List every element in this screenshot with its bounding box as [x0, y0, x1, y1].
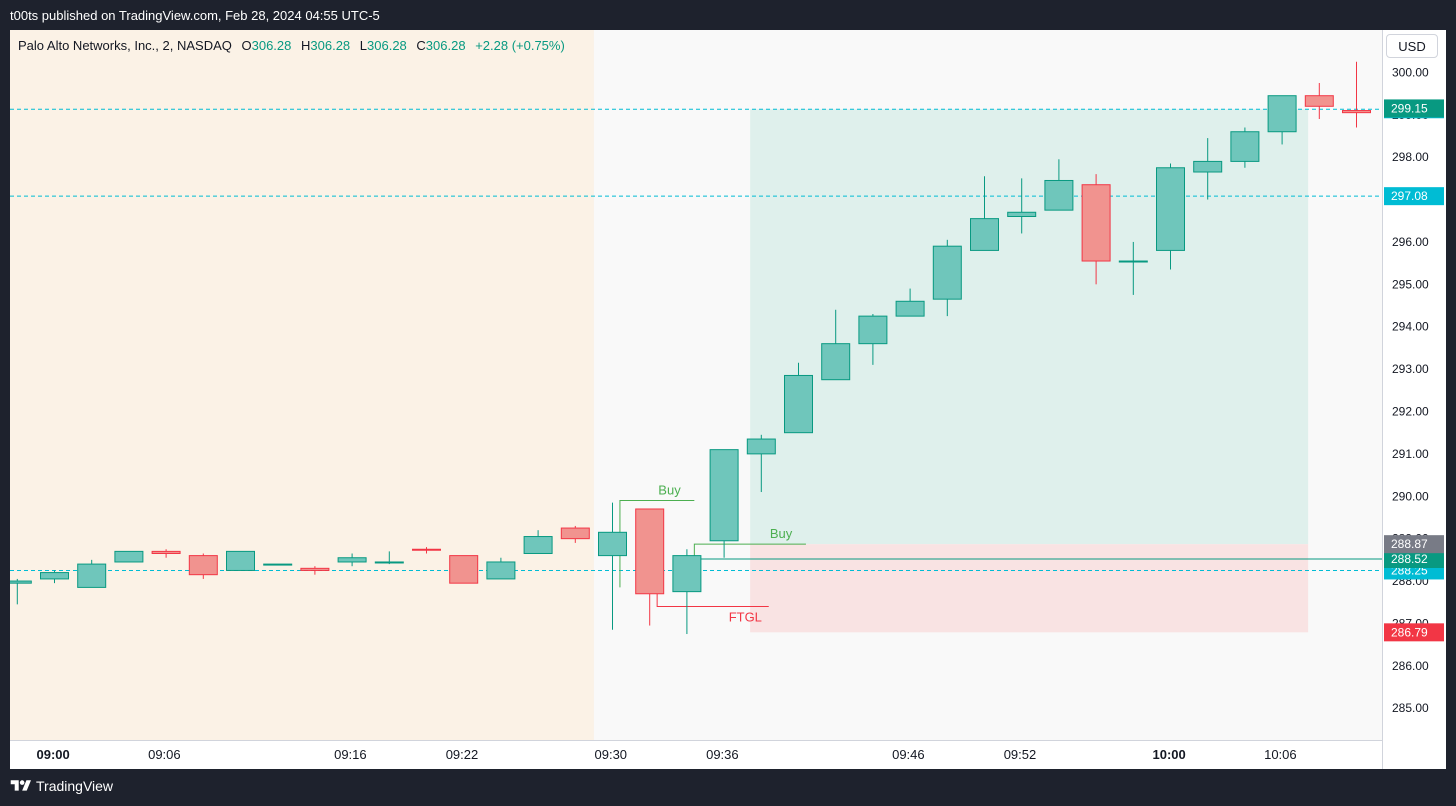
candle-body-25 [932, 245, 962, 300]
candle-body-8 [300, 567, 330, 571]
candle-body-32 [1193, 160, 1223, 173]
brand[interactable]: TradingView [10, 778, 113, 794]
candle-body-16 [598, 531, 627, 557]
candle-body-29 [1081, 184, 1111, 262]
time-tick-label-2: 09:16 [334, 747, 367, 762]
candle-body-0 [10, 580, 32, 584]
price-tick-label-8: 293.00 [1392, 362, 1429, 376]
time-tick-label-6: 09:46 [892, 747, 925, 762]
premarket-session-shading [10, 30, 594, 740]
annotation-bracket-0 [619, 500, 695, 588]
time-tick-label-7: 09:52 [1004, 747, 1037, 762]
level-price-badge-3: 288.52 [1391, 552, 1428, 566]
change-value: +2.28 (+0.75%) [475, 38, 565, 53]
price-badge-1-bg [1384, 535, 1444, 554]
candle-body-3 [114, 550, 144, 563]
price-axis-background [1382, 30, 1446, 769]
time-tick-label-4: 09:30 [595, 747, 628, 762]
price-tick-label-13: 298.00 [1392, 150, 1429, 164]
candle-body-6 [226, 550, 255, 571]
candle-body-4 [151, 550, 181, 554]
candle-body-13 [486, 561, 516, 580]
profit-target-zone [750, 109, 1309, 545]
low-value: 306.28 [367, 38, 407, 53]
time-tick-label-1: 09:06 [148, 747, 181, 762]
publish-header: t00ts published on TradingView.com, Feb … [0, 0, 1456, 30]
candle-body-7 [263, 563, 293, 566]
candle-body-24 [895, 300, 925, 317]
candle-body-1 [40, 572, 69, 580]
annotation-label-0: Buy [658, 483, 681, 498]
candle-body-2 [77, 563, 107, 588]
time-tick-label-0: 09:00 [37, 747, 70, 762]
candle-body-14 [523, 536, 553, 554]
candle-body-12 [449, 555, 479, 584]
symbol-legend: Palo Alto Networks, Inc., 2, NASDAQ O306… [18, 38, 565, 53]
candle-body-15 [560, 527, 590, 540]
price-tick-label-6: 291.00 [1392, 447, 1429, 461]
price-badge-0-bg [1384, 99, 1444, 118]
candle-body-26 [970, 218, 999, 251]
time-tick-label-9: 10:06 [1264, 747, 1297, 762]
symbol-name: Palo Alto Networks, Inc., 2, NASDAQ [18, 38, 232, 53]
candle-body-22 [821, 343, 851, 381]
high-label: H [301, 38, 311, 53]
candle-body-30 [1118, 260, 1148, 263]
candle-body-5 [188, 555, 218, 576]
level-price-badge-1: 297.08 [1391, 189, 1428, 203]
published-text: t00ts published on TradingView.com, Feb … [10, 8, 380, 23]
annotation-bracket-1 [693, 543, 806, 556]
close-label: C [416, 38, 426, 53]
candle-body-9 [337, 557, 367, 563]
time-tick-label-3: 09:22 [446, 747, 479, 762]
price-tick-label-9: 294.00 [1392, 320, 1429, 334]
open-label: O [241, 38, 252, 53]
high-value: 306.28 [310, 38, 351, 53]
currency-button[interactable]: USD [1386, 34, 1438, 58]
candle-body-28 [1044, 179, 1074, 211]
tradingview-logo-icon [10, 780, 31, 791]
candle-body-23 [858, 315, 888, 345]
price-tick-label-1: 286.00 [1392, 659, 1429, 673]
price-tick-label-15: 300.00 [1392, 65, 1429, 79]
candle-body-31 [1156, 167, 1185, 251]
candle-body-34 [1267, 95, 1297, 133]
price-badge-2-bg [1384, 623, 1444, 642]
low-label: L [359, 38, 368, 53]
candle-body-17 [635, 508, 665, 595]
price-tick-label-0: 285.00 [1392, 701, 1429, 715]
price-badge-1: 288.87 [1391, 537, 1428, 551]
candle-body-27 [1007, 211, 1037, 218]
candle-body-33 [1230, 131, 1260, 162]
time-tick-label-5: 09:36 [706, 747, 739, 762]
candle-body-19 [709, 449, 739, 542]
annotation-label-2: FTGL [729, 609, 762, 624]
open-value: 306.28 [251, 38, 292, 53]
price-badge-0: 299.15 [1391, 101, 1428, 115]
price-tick-label-7: 292.00 [1392, 404, 1429, 418]
price-tick-label-10: 295.00 [1392, 277, 1429, 291]
level-price-badge-1-bg [1384, 187, 1444, 206]
candle-body-11 [412, 548, 441, 551]
candle-body-20 [746, 438, 776, 455]
annotation-label-1: Buy [770, 526, 793, 541]
price-tick-label-5: 290.00 [1392, 489, 1429, 503]
brand-name: TradingView [36, 778, 114, 794]
candle-body-35 [1304, 95, 1334, 107]
time-tick-label-8: 10:00 [1153, 747, 1186, 762]
candle-body-10 [374, 561, 404, 564]
candlestick-chart[interactable]: BuyBuyFTGL285.00286.00287.00288.00289.00… [10, 30, 1446, 769]
candle-body-18 [672, 555, 702, 593]
price-badge-2: 286.79 [1391, 625, 1428, 639]
level-price-badge-3-bg [1384, 550, 1444, 569]
candle-body-36 [1342, 110, 1371, 114]
close-value: 306.28 [425, 38, 466, 53]
stop-loss-zone [750, 544, 1309, 633]
chart-frame[interactable]: BuyBuyFTGL285.00286.00287.00288.00289.00… [10, 30, 1446, 769]
time-axis-background [10, 740, 1382, 769]
price-tick-label-11: 296.00 [1392, 235, 1429, 249]
annotation-bracket-2 [656, 593, 769, 607]
candle-body-21 [784, 374, 813, 434]
footer-bar: TradingView [0, 769, 1456, 806]
